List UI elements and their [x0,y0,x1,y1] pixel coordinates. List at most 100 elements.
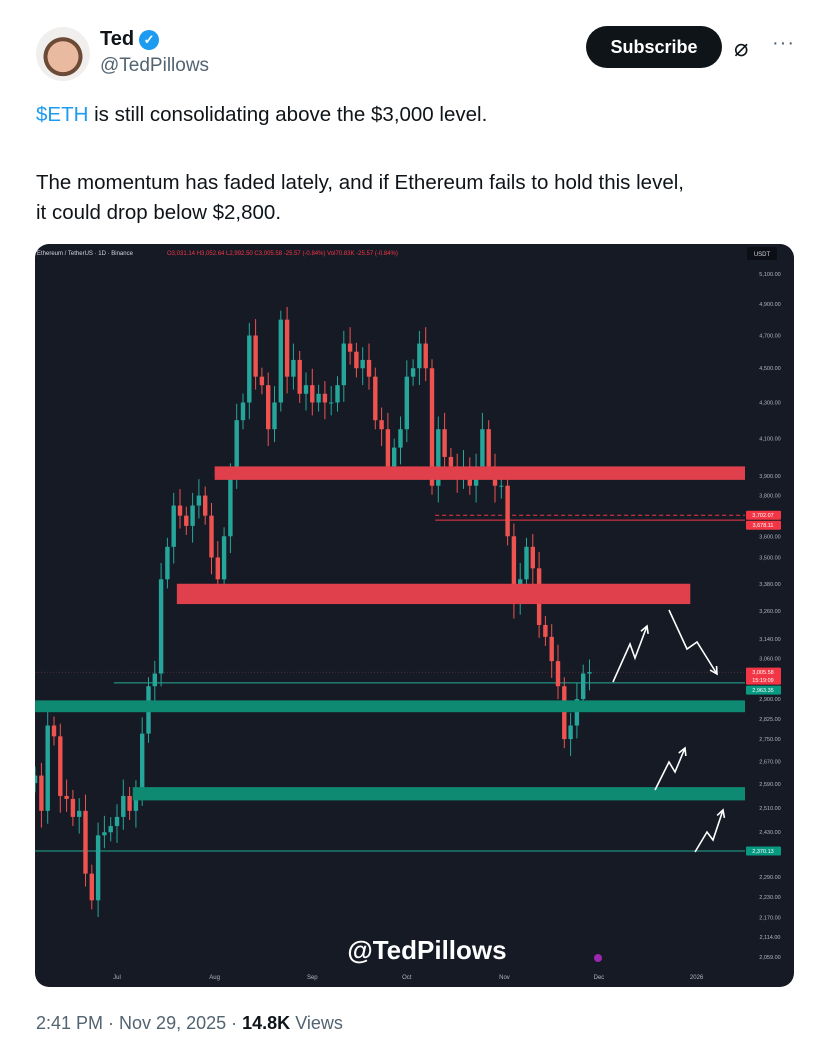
candle [354,351,359,369]
candle [284,319,290,377]
resistance-zone [214,466,745,480]
y-tick-label: 2,825.00 [759,717,780,723]
candle [436,429,441,486]
price-label: 2,963.35 [752,688,773,694]
candle [152,673,157,687]
tweet-text-line-2: The momentum has faded lately, and if Et… [36,171,684,194]
arrow-head [716,808,726,819]
annotation-arrow [654,747,686,791]
price-label-badge [746,520,781,530]
candle [524,546,529,580]
price-label: 3,678.11 [752,523,773,529]
y-tick-label: 3,600.00 [759,534,780,540]
candle [448,456,454,467]
currency-label: USDT [754,252,771,258]
y-tick-label: 4,300.00 [759,400,780,406]
candle [190,505,195,526]
arrow-head [709,665,718,676]
y-tick-label: 2,900.00 [759,697,780,703]
views-count: 14.8K [242,1013,291,1033]
candle [70,798,76,817]
x-tick-label: Jul [113,975,121,981]
support-zone [35,700,746,713]
tweet-time[interactable]: 2:41 PM [36,1013,104,1033]
author-name-text: Ted [100,28,135,50]
candle [581,673,586,700]
candle [410,368,416,377]
candle [203,495,208,516]
chart-image[interactable]: Ethereum / TetherUS · 1D · Binance O3,03… [35,244,794,987]
avatar[interactable] [36,27,90,81]
y-tick-label: 3,140.00 [759,637,780,643]
annotation-arrow [612,625,648,683]
price-label: 3,702.07 [752,513,773,519]
candle [511,536,517,602]
candle [266,385,271,430]
chart-svg: Ethereum / TetherUS · 1D · Binance O3,03… [35,247,794,981]
candle [543,624,548,637]
candle [555,661,561,687]
y-tick-label: 3,260.00 [759,609,780,615]
candle [291,359,296,377]
candle [385,429,391,467]
x-tick-label: Nov [499,975,510,981]
price-label-badge [746,846,781,856]
y-tick-label: 4,100.00 [759,436,780,442]
tweet-date[interactable]: Nov 29, 2025 [119,1013,227,1033]
candle [215,557,220,580]
candle [158,579,164,674]
subscribe-button[interactable]: Subscribe [586,26,722,68]
candle [505,485,510,537]
candle [209,515,214,558]
candle [568,725,573,740]
candle [379,420,384,430]
x-tick-label: Oct [402,975,412,981]
candle [196,495,202,506]
candle [177,505,183,516]
y-tick-label: 2,510.00 [759,806,780,812]
tweet-text: is still consolidating above the $3,000 … [88,103,488,126]
candle [316,393,321,403]
y-tick-label: 3,380.00 [759,582,780,588]
candle [45,725,50,811]
y-tick-label: 2,059.00 [759,955,780,961]
candle [423,343,428,369]
views-label: Views [295,1013,343,1033]
candle [429,368,435,486]
x-tick-label: Dec [594,975,605,981]
candle [530,546,535,569]
chart-ohlc: O3,031.14 H3,052.64 L2,992.50 C3,005.58 … [167,251,398,257]
price-label: 3,005.58 [752,670,773,676]
y-tick-label: 2,590.00 [759,782,780,788]
chart-header: Ethereum / TetherUS · 1D · Binance [37,251,134,257]
y-tick-label: 2,170.00 [759,915,780,921]
candle [259,376,265,386]
y-tick-label: 2,290.00 [759,875,780,881]
candle [127,795,132,811]
verified-badge-icon: ✓ [139,29,160,50]
candle [58,736,63,796]
author-name[interactable]: Ted ✓ [100,28,160,51]
price-label-badge [746,667,781,685]
candle [549,636,554,662]
event-icon [594,954,602,962]
candle [184,515,189,526]
candle [35,775,38,784]
candle [322,393,328,403]
cashtag-link[interactable]: $ETH [36,103,89,126]
currency-badge [747,247,777,260]
candle [297,359,302,394]
countdown-label: 15:19:09 [752,678,773,684]
grok-icon[interactable]: ⌀ [734,35,749,62]
candle [329,402,334,404]
annotation-arrow [694,809,724,853]
candle [335,385,340,403]
candle [398,429,403,448]
tweet-footer: 2:41 PM · Nov 29, 2025 · 14.8K Views [36,1013,343,1033]
author-handle[interactable]: @TedPillows [100,55,210,76]
y-tick-label: 3,500.00 [759,555,780,561]
more-icon[interactable]: ··· [772,32,795,54]
candle [310,385,315,403]
y-tick-label: 3,060.00 [759,657,780,663]
candle [278,319,283,403]
